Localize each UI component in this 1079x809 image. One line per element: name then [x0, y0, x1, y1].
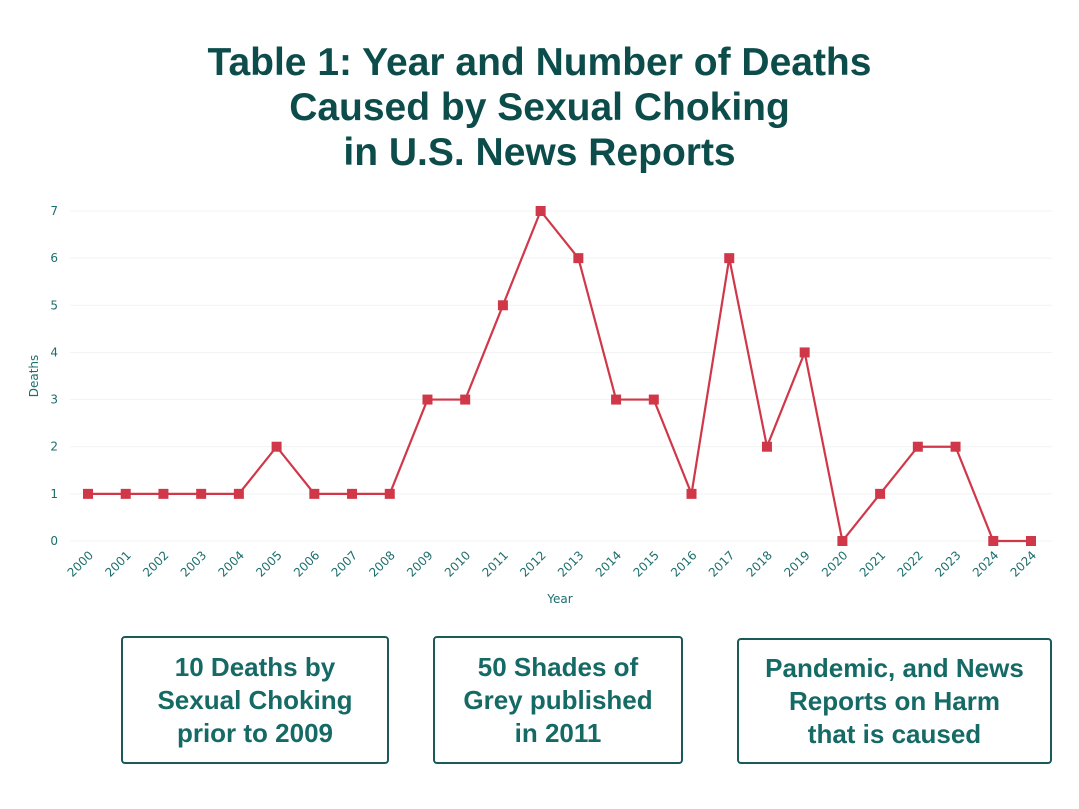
- data-point: [233, 488, 244, 499]
- x-tick-label: 2005: [253, 548, 284, 579]
- data-point: [347, 488, 358, 499]
- x-tick-label: 2011: [480, 548, 511, 579]
- data-point: [912, 441, 923, 452]
- data-point: [799, 347, 810, 358]
- x-tick-label: 2016: [668, 548, 699, 579]
- data-point: [83, 488, 93, 499]
- x-tick-label: 2004: [216, 548, 247, 579]
- annotation-box-pandemic: Pandemic, and News Reports on Harm that …: [737, 638, 1052, 764]
- annotation-box-pre-2009: 10 Deaths by Sexual Choking prior to 200…: [121, 636, 389, 764]
- data-point: [1026, 536, 1036, 546]
- x-tick-label: 2006: [291, 548, 322, 579]
- y-tick-label: 6: [50, 251, 58, 265]
- x-tick-label: 2023: [932, 548, 963, 579]
- data-point: [988, 536, 999, 546]
- x-tick-label: 2024: [970, 548, 1001, 579]
- annotation-box-2011: 50 Shades of Grey published in 2011: [433, 636, 683, 764]
- x-tick-label: 2019: [781, 548, 812, 579]
- x-tick-label: 2008: [366, 548, 397, 579]
- data-point: [573, 253, 584, 264]
- x-tick-label: 2009: [404, 548, 435, 579]
- x-tick-label: 2000: [65, 548, 96, 579]
- x-tick-label: 2007: [329, 548, 360, 579]
- x-tick-label: 2003: [178, 548, 209, 579]
- data-point: [384, 488, 395, 499]
- x-tick-label: 2012: [517, 548, 548, 579]
- x-tick-label: 2024: [1008, 548, 1039, 579]
- x-tick-label: 2018: [744, 548, 775, 579]
- y-tick-label: 7: [50, 204, 58, 218]
- data-point: [686, 488, 697, 499]
- data-point: [761, 441, 772, 452]
- y-tick-label: 0: [50, 534, 58, 548]
- data-point: [422, 394, 433, 405]
- data-point: [648, 394, 659, 405]
- data-point: [724, 253, 735, 264]
- data-point: [535, 206, 546, 216]
- y-axis-label: Deaths: [27, 355, 41, 398]
- x-tick-label: 2021: [857, 548, 888, 579]
- x-tick-label: 2010: [442, 548, 473, 579]
- x-tick-label: 2002: [140, 548, 171, 579]
- line-chart: 0 1 2 3 4 5 6 7 2000 2001 2002 2003 2004 2005 2006 2007…: [27, 204, 1052, 606]
- x-tick-label: 2017: [706, 548, 737, 579]
- data-point: [950, 441, 961, 452]
- data-point: [875, 488, 886, 499]
- y-tick-label: 1: [50, 487, 58, 501]
- y-tick-label: 3: [50, 393, 58, 407]
- x-tick-label: 2001: [102, 548, 133, 579]
- x-tick-label: 2013: [555, 548, 586, 579]
- data-point: [611, 394, 622, 405]
- series-line: [88, 208, 1031, 544]
- y-tick-label: 4: [50, 345, 58, 359]
- x-tick-label: 2014: [593, 548, 624, 579]
- data-point: [497, 300, 508, 311]
- data-point: [120, 488, 131, 499]
- data-point: [196, 488, 207, 499]
- data-point: [309, 488, 320, 499]
- chart-title: Table 1: Year and Number of Deaths Cause…: [207, 41, 872, 174]
- data-point: [837, 536, 848, 546]
- x-tick-label: 2015: [630, 548, 661, 579]
- data-point: [158, 488, 169, 499]
- y-tick-label: 5: [50, 298, 58, 312]
- y-tick-label: 2: [50, 440, 58, 454]
- x-axis-label: Year: [546, 592, 572, 606]
- x-tick-label: 2020: [819, 548, 850, 579]
- x-tick-label: 2022: [894, 548, 925, 579]
- data-point: [271, 441, 282, 452]
- data-point: [460, 394, 471, 405]
